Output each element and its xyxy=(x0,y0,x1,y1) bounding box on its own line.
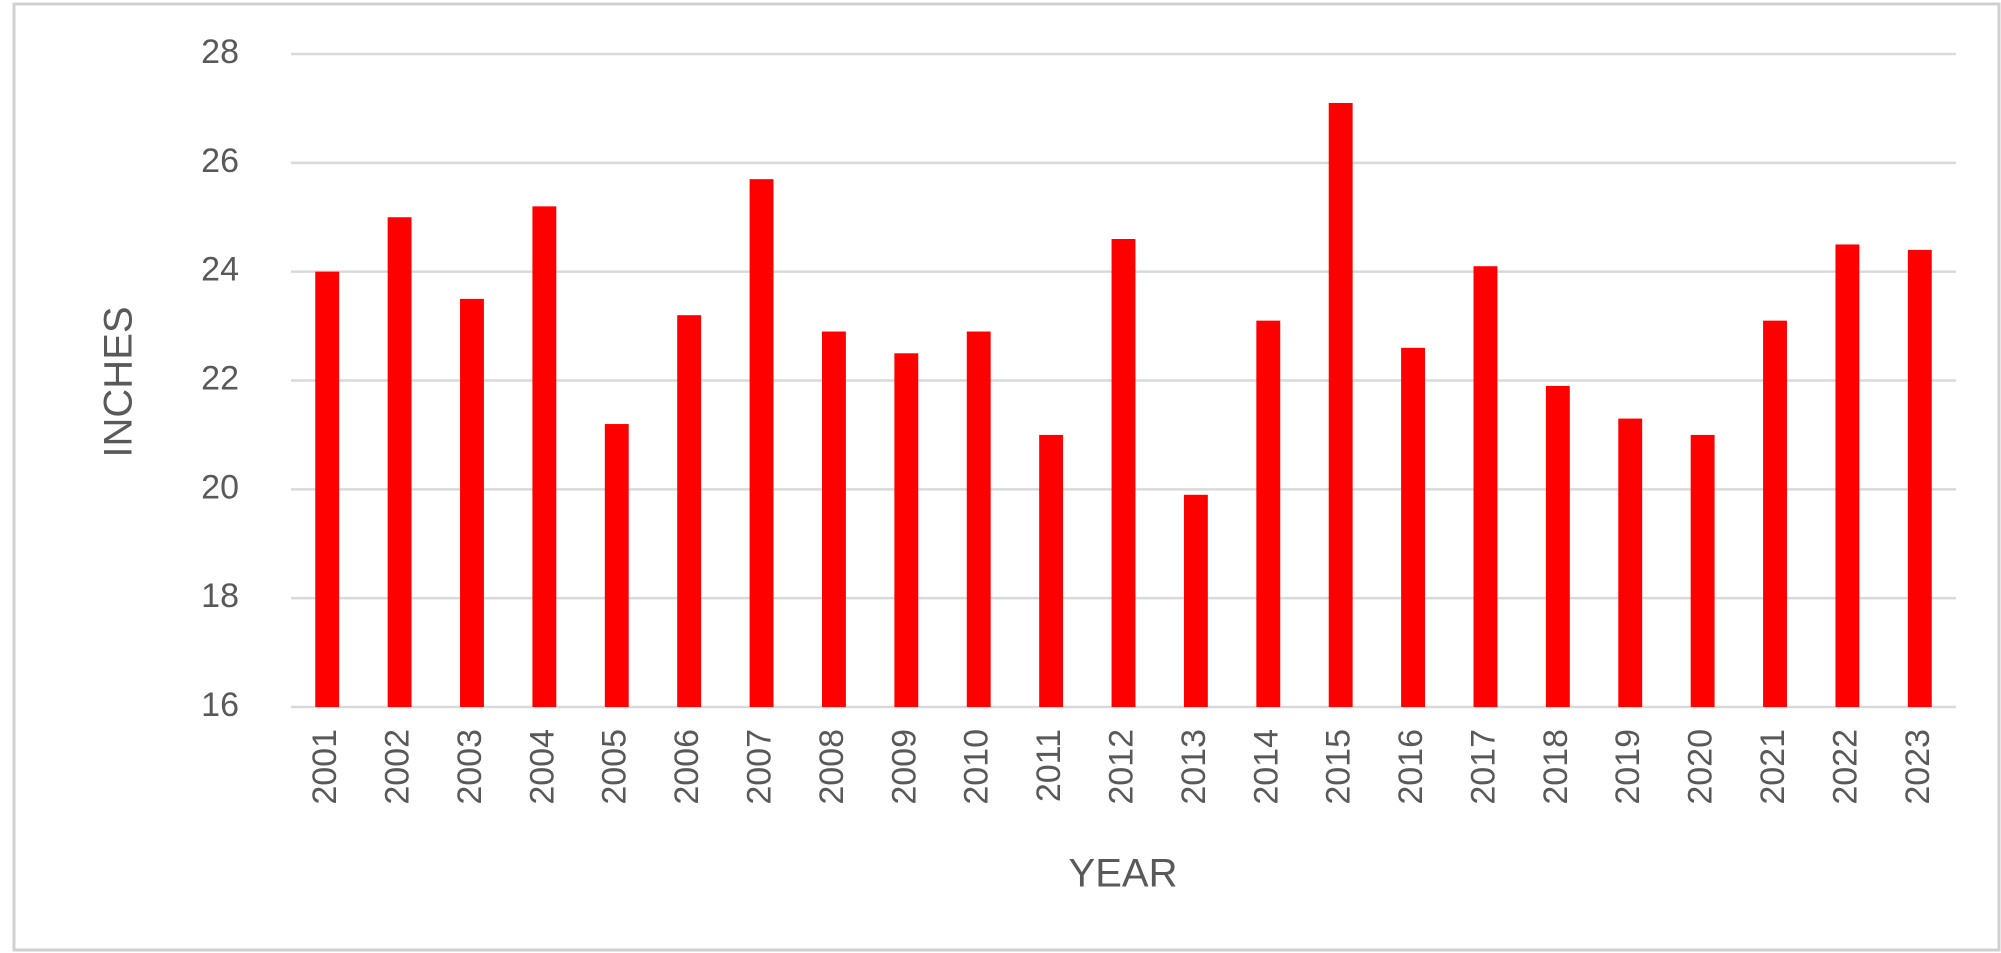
x-tick-label: 2010 xyxy=(958,729,996,805)
x-tick-label: 2004 xyxy=(523,729,561,805)
x-tick-label: 2008 xyxy=(813,729,851,805)
x-tick-label: 2007 xyxy=(741,729,779,805)
bar xyxy=(1473,266,1498,707)
bar xyxy=(604,424,629,707)
x-tick-label: 2022 xyxy=(1826,729,1864,805)
x-tick-label: 2009 xyxy=(885,729,923,805)
bar xyxy=(1111,239,1136,707)
x-tick-label: 2003 xyxy=(451,729,489,805)
x-tick-label: 2005 xyxy=(596,729,634,805)
bar xyxy=(1183,494,1208,707)
bar xyxy=(315,271,340,707)
x-tick-label: 2006 xyxy=(668,729,706,805)
y-tick-label: 18 xyxy=(201,577,239,615)
x-tick-label: 2011 xyxy=(1030,729,1068,802)
x-tick-label: 2016 xyxy=(1392,729,1430,805)
x-tick-label: 2023 xyxy=(1899,729,1937,805)
y-tick-label: 20 xyxy=(201,468,239,506)
x-axis-title: YEAR xyxy=(1069,852,1178,896)
bar xyxy=(1039,434,1064,707)
bar xyxy=(1328,102,1353,708)
x-tick-label: 2013 xyxy=(1175,729,1213,805)
bar xyxy=(1835,244,1860,708)
y-axis-title: INCHES xyxy=(97,306,141,457)
bar xyxy=(966,331,991,707)
bar xyxy=(894,353,919,707)
bar xyxy=(1763,320,1787,707)
bar xyxy=(1907,249,1932,707)
y-tick-label: 28 xyxy=(201,33,239,71)
y-tick-label: 22 xyxy=(201,359,239,397)
x-tick-label: 2021 xyxy=(1754,729,1792,805)
bar xyxy=(821,331,846,707)
bar xyxy=(460,298,484,707)
x-tick-label: 2015 xyxy=(1320,729,1358,805)
x-tick-label: 2014 xyxy=(1247,729,1285,805)
bar xyxy=(677,315,702,707)
bar xyxy=(1256,320,1281,707)
x-tick-label: 2001 xyxy=(306,729,344,805)
x-tick-label: 2020 xyxy=(1682,729,1720,805)
bar xyxy=(1545,385,1570,707)
x-tick-label: 2017 xyxy=(1464,729,1502,805)
x-tick-label: 2018 xyxy=(1537,729,1575,805)
bar xyxy=(1401,347,1426,707)
x-tick-label: 2012 xyxy=(1102,729,1140,805)
y-tick-label: 16 xyxy=(201,686,239,724)
y-tick-label: 24 xyxy=(201,251,239,289)
bar xyxy=(387,217,412,707)
bar xyxy=(532,206,557,707)
y-tick-label: 26 xyxy=(201,142,239,180)
x-tick-label: 2002 xyxy=(379,729,417,805)
bar xyxy=(749,179,774,708)
bar xyxy=(1690,434,1715,707)
x-tick-label: 2019 xyxy=(1609,729,1647,805)
bar xyxy=(1618,418,1643,707)
